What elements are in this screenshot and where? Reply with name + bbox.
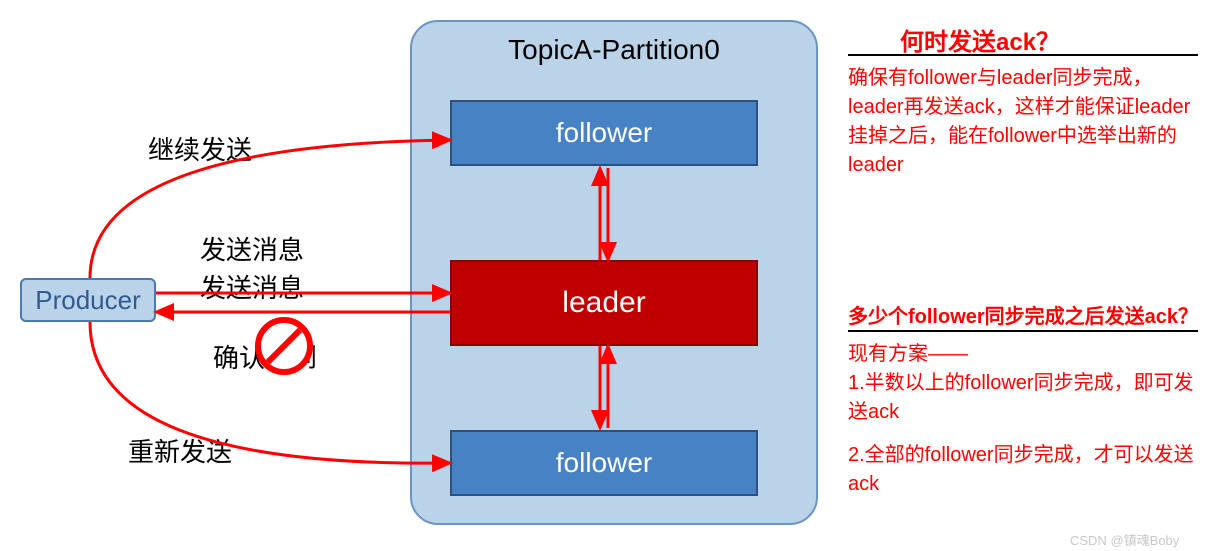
label-resend: 重新发送 bbox=[128, 432, 232, 469]
follower2-label: follower bbox=[556, 447, 652, 479]
watermark: CSDN @镇魂Boby bbox=[1070, 530, 1179, 549]
producer-node: Producer bbox=[20, 278, 156, 322]
section2-line3: 2.全部的follower同步完成，才可以发送ack bbox=[848, 441, 1208, 499]
section2-body: 现有方案—— 1.半数以上的follower同步完成，即可发送ack 2.全部的… bbox=[848, 340, 1208, 499]
section2-divider bbox=[848, 330, 1198, 332]
follower-node-2: follower bbox=[450, 430, 758, 496]
label-confirm-recv: 确认收到 bbox=[213, 338, 317, 375]
leader-node: leader bbox=[450, 260, 758, 346]
section2-line1: 现有方案—— bbox=[848, 340, 1208, 369]
label-continue-send: 继续发送 bbox=[148, 130, 252, 167]
leader-label: leader bbox=[562, 286, 645, 320]
section2-title: 多少个follower同步完成之后发送ack？ bbox=[848, 300, 1198, 329]
partition-title: TopicA-Partition0 bbox=[412, 34, 816, 66]
follower1-label: follower bbox=[556, 117, 652, 149]
follower-node-1: follower bbox=[450, 100, 758, 166]
label-send-msg-2: 发送消息 bbox=[200, 268, 304, 305]
producer-label: Producer bbox=[35, 285, 141, 316]
label-send-msg-1: 发送消息 bbox=[200, 230, 304, 267]
section1-divider bbox=[848, 54, 1198, 56]
section2-line2: 1.半数以上的follower同步完成，即可发送ack bbox=[848, 369, 1208, 427]
section1-body: 确保有follower与leader同步完成，leader再发送ack，这样才能… bbox=[848, 64, 1208, 180]
section1-title: 何时发送ack？ bbox=[900, 22, 1060, 57]
